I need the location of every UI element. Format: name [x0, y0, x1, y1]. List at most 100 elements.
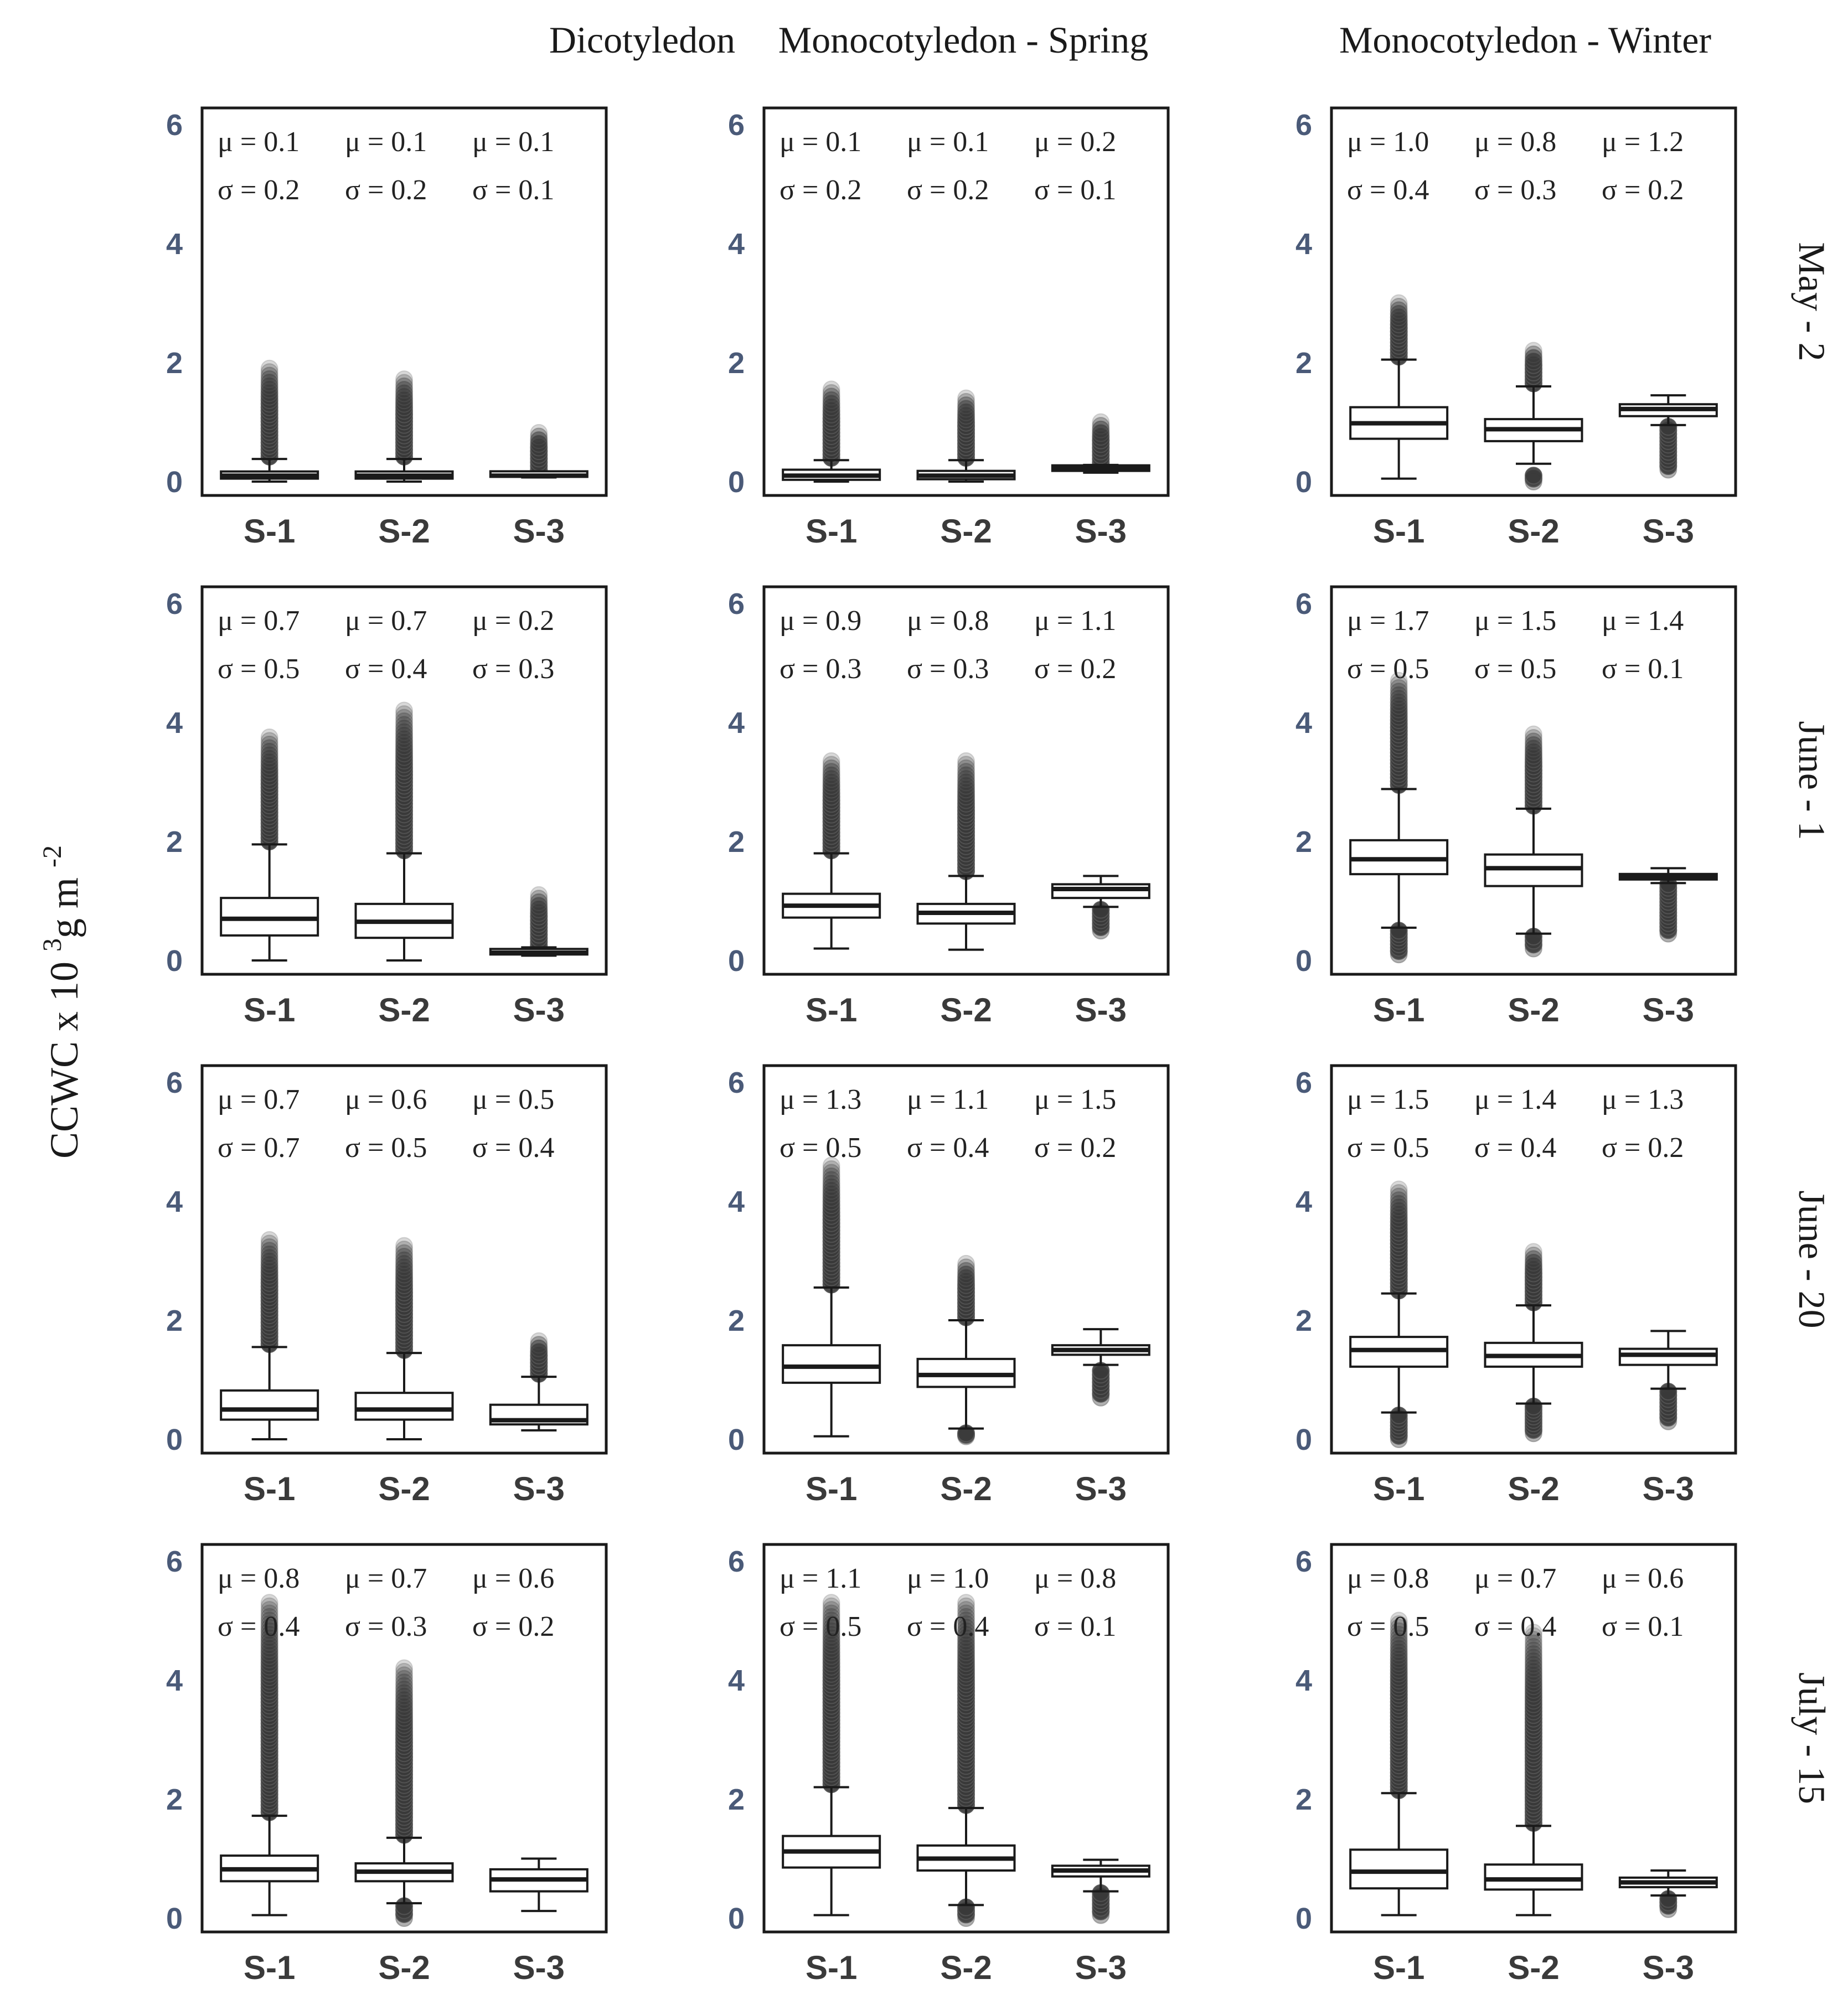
- x-tick-label: S-3: [1075, 1949, 1127, 1986]
- mean-label: μ = 0.1: [345, 126, 427, 158]
- outlier-point: [395, 384, 413, 402]
- outlier-point: [957, 1611, 975, 1630]
- panel-frame: [200, 1064, 608, 1455]
- x-tick-label: S-1: [244, 513, 295, 550]
- panel-frame: [200, 1543, 608, 1934]
- mean-label: μ = 0.8: [1474, 126, 1556, 158]
- outlier-point: [822, 1160, 840, 1179]
- outlier-point: [1390, 1643, 1408, 1661]
- outlier-point: [1525, 1637, 1542, 1656]
- outlier-point: [1525, 728, 1542, 747]
- outlier-point: [260, 1231, 278, 1249]
- box-s-3: [1051, 1328, 1150, 1407]
- outlier-point: [822, 391, 840, 409]
- outlier-point: [1390, 1615, 1408, 1633]
- panel: 0 2 4 6 S-1 μ = 0.1 σ = 0.2 S-2 μ = 0.1 σ = 0.2 S-…: [728, 106, 1170, 550]
- x-tick-label: S-3: [1643, 1949, 1694, 1986]
- outlier-point: [1390, 304, 1408, 323]
- outlier-point: [260, 732, 278, 750]
- outlier-point: [957, 769, 975, 788]
- sd-label: σ = 0.3: [345, 1611, 427, 1642]
- sd-label: σ = 0.2: [780, 174, 861, 206]
- outlier-point: [822, 1619, 840, 1637]
- sd-label: σ = 0.2: [1602, 174, 1684, 206]
- x-tick-label: S-3: [1643, 991, 1694, 1029]
- y-tick-label: 2: [728, 347, 745, 380]
- panel-frame: [1330, 106, 1737, 497]
- outlier-point: [395, 1687, 413, 1706]
- sd-label: σ = 0.4: [218, 1611, 300, 1642]
- outlier-point: [822, 1182, 840, 1200]
- outlier-point: [1390, 1184, 1408, 1202]
- mean-label: μ = 1.4: [1602, 605, 1684, 637]
- y-tick-label: 2: [728, 1783, 745, 1816]
- mean-label: μ = 0.2: [1034, 126, 1116, 158]
- outlier-point: [957, 403, 975, 421]
- outlier-point: [395, 1670, 413, 1688]
- outlier-point: [1390, 686, 1408, 704]
- outlier-point: [1390, 1187, 1408, 1206]
- y-tick-label: 4: [166, 706, 183, 740]
- outlier-point: [822, 770, 840, 788]
- x-tick-label: S-1: [806, 513, 857, 550]
- y-tick-label: 0: [728, 944, 745, 978]
- outlier-point: [822, 1629, 840, 1647]
- outlier-point: [1390, 690, 1408, 708]
- sd-label: σ = 0.2: [907, 174, 989, 206]
- box-s-2: [1484, 725, 1583, 958]
- mean-label: μ = 0.2: [472, 605, 554, 637]
- box-s-3: [1618, 867, 1718, 943]
- box-s-1: [782, 1156, 881, 1438]
- mean-label: μ = 0.6: [472, 1563, 554, 1594]
- mean-label: μ = 1.5: [1034, 1084, 1116, 1115]
- mean-label: μ = 0.9: [780, 605, 861, 637]
- y-tick-label: 6: [166, 587, 183, 621]
- outlier-point: [530, 1339, 548, 1357]
- outlier-point: [1390, 675, 1408, 694]
- box-s-1: [782, 380, 881, 483]
- mean-label: μ = 0.1: [907, 126, 989, 158]
- outlier-point: [395, 723, 413, 741]
- outlier-point: [260, 1608, 278, 1626]
- outlier-point: [260, 1234, 278, 1253]
- outlier-point: [395, 705, 413, 723]
- y-tick-label: 6: [728, 1545, 745, 1578]
- x-tick-label: S-2: [1508, 513, 1559, 550]
- sd-label: σ = 0.3: [472, 653, 554, 685]
- sd-label: σ = 0.5: [345, 1132, 427, 1164]
- outlier-point: [260, 742, 278, 761]
- sd-label: σ = 0.5: [1347, 1611, 1429, 1642]
- y-axis-label: CCWC x 10 3g m -2: [38, 845, 86, 1159]
- outlier-point: [395, 1677, 413, 1695]
- column-title: Monocotyledon - Winter: [1339, 19, 1711, 61]
- mean-label: μ = 0.7: [218, 605, 300, 637]
- sd-label: σ = 0.1: [1034, 1611, 1116, 1642]
- outlier-point: [822, 1622, 840, 1640]
- x-tick-label: S-2: [378, 1470, 430, 1507]
- outlier-point: [1390, 1636, 1408, 1655]
- column-title: Monocotyledon - Spring: [778, 19, 1149, 61]
- outlier-point: [822, 1178, 840, 1196]
- mean-label: μ = 0.1: [218, 126, 300, 158]
- sd-label: σ = 0.2: [345, 174, 427, 206]
- y-tick-label: 2: [1295, 1783, 1312, 1816]
- y-tick-label: 2: [166, 1783, 183, 1816]
- sd-label: σ = 0.4: [907, 1132, 989, 1164]
- outlier-point: [260, 1629, 278, 1647]
- row-label: May - 2: [1791, 242, 1833, 361]
- outlier-point: [395, 716, 413, 734]
- box-s-2: [354, 701, 454, 962]
- x-tick-label: S-2: [378, 1949, 430, 1986]
- mean-label: μ = 1.0: [1347, 126, 1429, 158]
- outlier-point: [957, 763, 975, 781]
- sd-label: σ = 0.7: [218, 1132, 300, 1164]
- x-tick-label: S-1: [806, 1470, 857, 1507]
- panel: 0 2 4 6 S-1 μ = 0.1 σ = 0.2 S-2 μ = 0.1 σ = 0.2 S-…: [166, 106, 608, 550]
- box-s-2: [916, 1594, 1016, 1927]
- outlier-point: [260, 750, 278, 768]
- box-body: [354, 1392, 454, 1421]
- box-s-3: [1618, 1869, 1718, 1918]
- panel-frame: [762, 1543, 1170, 1934]
- outlier-point: [822, 1156, 840, 1175]
